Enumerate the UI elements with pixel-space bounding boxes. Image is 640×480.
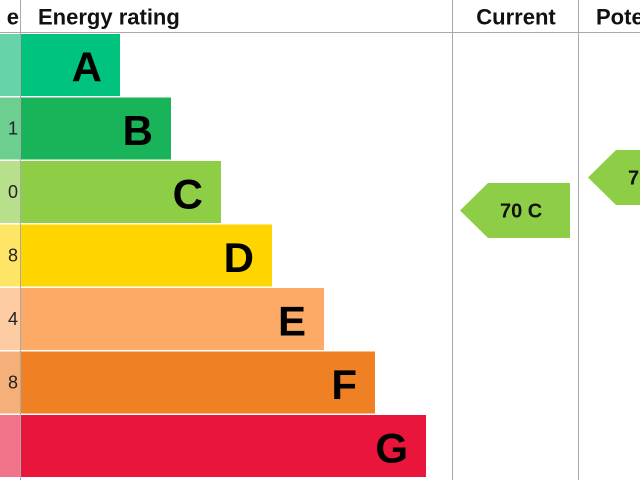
band-letter: D: [224, 234, 254, 281]
potential-label: 7: [628, 168, 639, 190]
score-cell: [0, 97, 20, 160]
rating-band: [21, 351, 375, 414]
band-letter: G: [375, 425, 408, 472]
current-arrow: [460, 183, 570, 238]
score-cell: [0, 161, 20, 223]
score-range: 0: [8, 182, 18, 202]
band-letter: B: [123, 107, 153, 154]
band-letter: C: [173, 171, 203, 218]
score-header: e: [7, 5, 19, 30]
band-letter: F: [331, 361, 357, 408]
rating-band: [21, 224, 272, 287]
score-cell: [0, 34, 20, 96]
current-label: 70 C: [500, 201, 542, 223]
rating-band: [21, 161, 221, 223]
rating-band: [21, 415, 426, 477]
score-cell: [0, 415, 20, 477]
rating-band: [21, 97, 171, 160]
score-range: 8: [8, 373, 18, 393]
score-range: 1: [8, 119, 18, 139]
rating-band: [21, 34, 120, 96]
score-cell: [0, 288, 20, 350]
rating-band: [21, 288, 324, 350]
score-cell: [0, 224, 20, 287]
rating-header: Energy rating: [38, 5, 180, 30]
score-cell: [0, 351, 20, 414]
score-range: 8: [8, 246, 18, 266]
band-letter: E: [278, 298, 306, 345]
score-range: 4: [8, 309, 18, 329]
current-header: Current: [476, 5, 556, 30]
potential-arrow: [588, 150, 640, 205]
potential-header: Pote: [596, 5, 640, 30]
band-letter: A: [72, 44, 102, 91]
